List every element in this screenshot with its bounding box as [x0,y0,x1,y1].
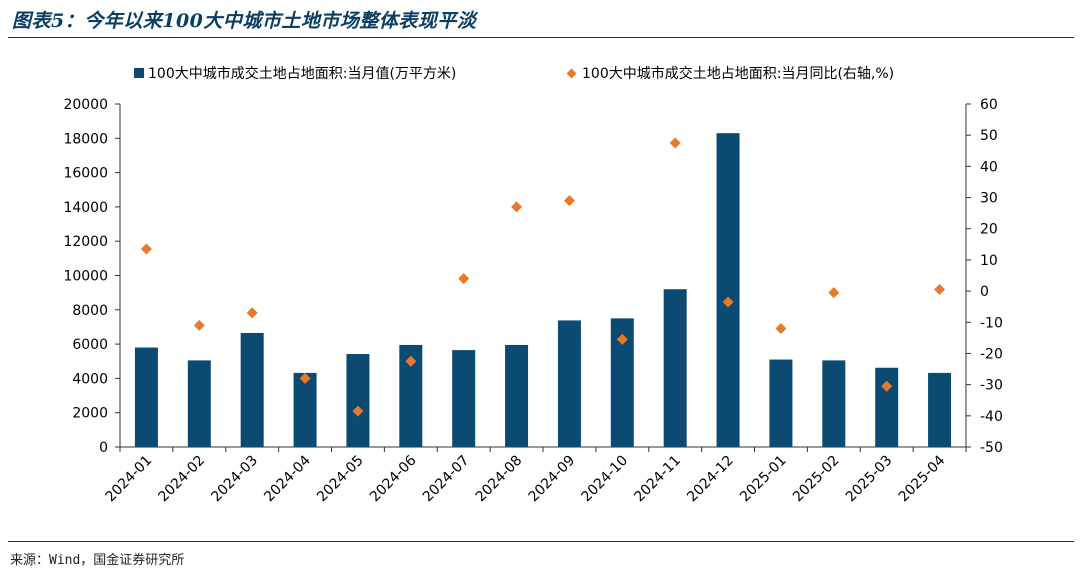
left-tick-label: 6000 [72,337,108,353]
right-tick-label: 40 [980,159,998,175]
x-tick-label: 2024-01 [103,453,156,506]
bar [187,360,211,447]
x-tick-label: 2024-04 [261,452,314,505]
bar [452,350,476,447]
x-tick-label: 2025-02 [790,453,843,506]
legend-point-swatch [566,68,577,79]
point [563,195,575,207]
bar [610,318,634,447]
right-tick-label: 60 [980,97,998,113]
point [775,323,787,335]
x-tick-label: 2024-11 [631,453,684,506]
bar [769,359,793,447]
chart: 100大中城市成交土地占地面积:当月值(万平方米) 100大中城市成交土地占地面… [63,65,1003,506]
right-tick-label: -40 [980,409,1003,425]
right-tick-label: -10 [980,315,1003,331]
left-tick-label: 20000 [63,97,108,113]
point [669,137,681,149]
bar [822,360,846,447]
x-tick-label: 2024-10 [578,453,631,506]
point [881,380,893,392]
bar [293,372,317,447]
point [246,307,258,319]
point [299,372,311,384]
source-rule [8,541,1074,542]
left-tick-label: 12000 [63,234,108,250]
point [140,243,152,255]
figure-title: 图表5：今年以来100大中城市土地市场整体表现平淡 [12,10,477,32]
left-tick-label: 16000 [63,166,108,182]
legend-bar-label: 100大中城市成交土地占地面积:当月值(万平方米) [148,65,456,82]
point [828,287,840,299]
bar [663,289,687,447]
point [405,355,417,367]
bar [875,367,899,447]
right-tick-label: 30 [980,191,998,207]
bar [505,344,529,447]
right-tick-label: -50 [980,440,1003,456]
x-tick-label: 2024-09 [526,453,579,506]
x-tick-label: 2025-04 [896,452,949,505]
right-tick-label: -20 [980,346,1003,362]
x-tick-label: 2024-06 [367,452,420,505]
point [511,201,523,213]
left-tick-label: 8000 [72,303,108,319]
bar [399,344,423,447]
point [722,296,734,308]
x-tick-label: 2025-01 [737,453,790,506]
bar-series [134,133,952,447]
x-tick-label: 2025-03 [843,453,896,506]
point [616,333,628,345]
x-tick-label: 2024-05 [314,453,367,506]
x-tick-label: 2024-03 [208,453,261,506]
bar [716,133,740,447]
right-tick-label: -30 [980,378,1003,394]
legend-bar-swatch [134,68,144,78]
point [352,405,364,417]
point [934,284,946,296]
x-tick-label: 2024-12 [684,453,737,506]
point-series [140,137,946,417]
left-tick-label: 4000 [72,371,108,387]
right-tick-label: 10 [980,253,998,269]
bar [557,320,581,447]
source-note: 来源：Wind，国金证券研究所 [10,553,185,568]
left-tick-label: 14000 [63,200,108,216]
x-tick-label: 2024-08 [473,453,526,506]
bar [240,332,264,447]
x-tick-label: 2024-07 [420,453,473,506]
point [193,319,205,331]
right-tick-label: 50 [980,128,998,144]
x-tick-label: 2024-02 [155,453,208,506]
left-tick-label: 10000 [63,269,108,285]
left-tick-label: 0 [99,440,108,456]
bar [928,372,952,447]
left-tick-label: 18000 [63,131,108,147]
legend-point-label: 100大中城市成交土地占地面积:当月同比(右轴,%) [582,65,894,82]
right-tick-label: 0 [980,284,989,300]
bar [346,354,370,447]
left-tick-label: 2000 [72,406,108,422]
legend: 100大中城市成交土地占地面积:当月值(万平方米) 100大中城市成交土地占地面… [134,65,894,82]
title-rule [8,37,1074,38]
bar [134,347,158,447]
right-tick-label: 20 [980,222,998,238]
point [458,273,470,285]
